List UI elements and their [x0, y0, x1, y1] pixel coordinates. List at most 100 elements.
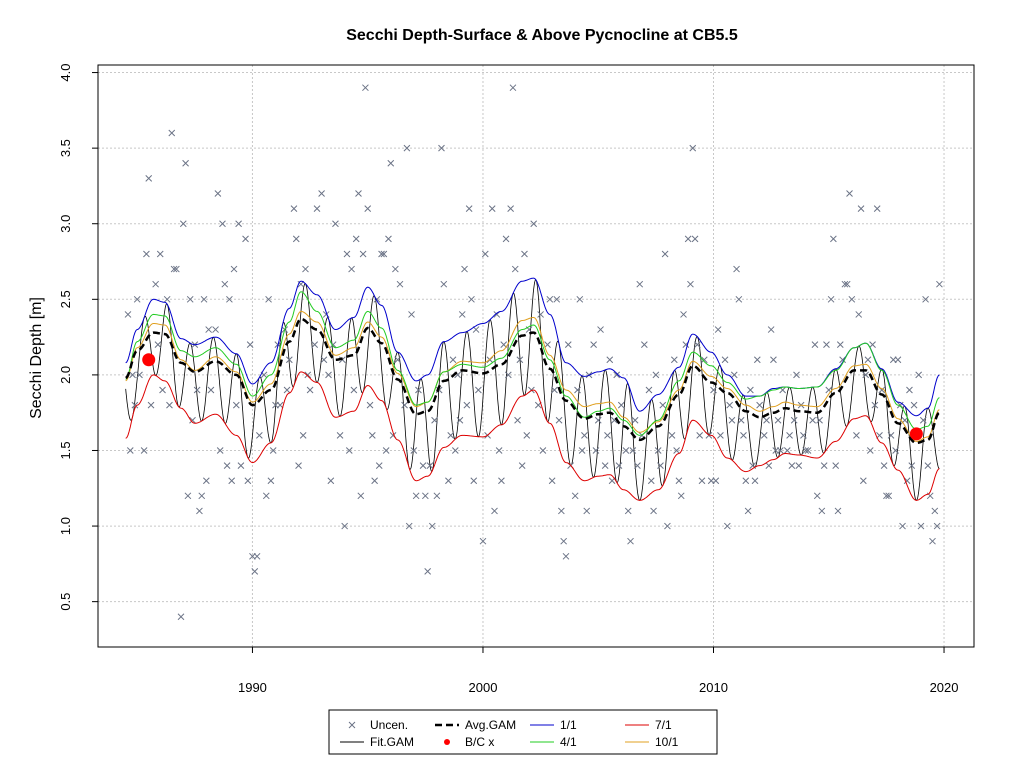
uncensored-point: [710, 386, 717, 394]
uncensored-point: [375, 462, 383, 469]
legend-swatch: [444, 739, 450, 745]
uncensored-point: [419, 462, 427, 469]
uncensored-point: [385, 235, 392, 243]
legend-item-7-1: 7/1: [625, 718, 672, 732]
uncensored-point: [624, 507, 632, 515]
uncensored-point: [382, 447, 390, 454]
uncensored-point: [343, 250, 351, 258]
uncensored-point: [226, 295, 233, 303]
chart-title: Secchi Depth-Surface & Above Pycnocline …: [346, 27, 738, 44]
uncensored-point: [627, 537, 634, 545]
y-tick-label: 2.0: [58, 366, 73, 384]
uncensored-point: [378, 250, 385, 258]
uncensored-point: [193, 386, 201, 394]
uncensored-point: [859, 477, 867, 485]
uncensored-point: [262, 492, 270, 500]
legend-item-b-c-x: B/C x: [444, 735, 494, 749]
uncensored-point: [763, 416, 770, 424]
uncensored-point: [786, 432, 793, 439]
uncensored-point: [392, 265, 399, 273]
uncensored-point: [839, 356, 846, 364]
uncensored-point: [723, 522, 731, 530]
uncensored-point: [133, 295, 141, 303]
curve-4-1: [125, 291, 940, 436]
uncensored-point: [894, 356, 902, 364]
legend-item-10-1: 10/1: [625, 735, 679, 749]
uncensored-point: [936, 280, 943, 288]
uncensored-point: [230, 265, 238, 273]
uncensored-point: [896, 401, 904, 409]
uncensored-point: [408, 311, 415, 318]
plot-frame: [97, 64, 975, 648]
uncensored-point: [908, 462, 916, 469]
uncensored-point: [426, 462, 434, 469]
uncensored-point: [774, 416, 782, 424]
uncensored-point: [129, 371, 136, 379]
uncensored-point: [571, 492, 579, 500]
legend-item-fit-gam: Fit.GAM: [340, 735, 414, 749]
uncensored-point: [820, 462, 828, 469]
uncensored-point: [714, 326, 722, 333]
uncensored-point: [276, 401, 284, 409]
uncensored-point: [560, 537, 568, 545]
uncensored-point: [811, 341, 819, 349]
uncensored-point: [145, 175, 153, 182]
legend-box: [328, 709, 718, 755]
uncensored-point: [295, 462, 302, 469]
grid-lines: [98, 65, 974, 647]
uncensored-point: [717, 432, 724, 439]
uncensored-point: [352, 235, 360, 243]
uncensored-point: [184, 492, 192, 500]
uncensored-point: [246, 341, 254, 349]
uncensored-point: [843, 280, 851, 288]
uncensored-point: [756, 401, 763, 409]
uncensored-point: [883, 492, 890, 500]
fit-gam-series: [125, 279, 940, 501]
uncensored-point: [182, 159, 189, 167]
uncensored-point: [327, 477, 335, 485]
uncensored-point: [677, 492, 685, 500]
uncensored-point: [606, 356, 614, 364]
uncensored-point: [721, 356, 729, 364]
uncensored-point: [465, 205, 473, 212]
uncensored-point: [431, 416, 438, 424]
uncensored-point: [235, 220, 242, 228]
uncensored-point: [673, 447, 680, 454]
uncensored-point: [424, 568, 432, 575]
uncensored-point: [461, 265, 468, 273]
uncensored-point: [332, 220, 339, 228]
uncensored-point: [292, 235, 300, 243]
uncensored-point: [140, 447, 148, 454]
uncensored-point: [659, 401, 667, 409]
curve-10-1: [125, 310, 940, 442]
uncensored-point: [256, 432, 263, 439]
uncensored-point: [451, 447, 459, 454]
uncensored-point: [159, 386, 166, 394]
x-tick-label: 2010: [699, 680, 728, 695]
uncensored-point: [869, 341, 876, 349]
uncensored-point: [366, 401, 374, 409]
uncensored-point: [156, 250, 164, 258]
uncensored-point: [675, 477, 683, 485]
uncensored-point: [283, 386, 291, 394]
uncensored-point: [562, 552, 570, 560]
uncensored-point: [488, 205, 496, 212]
uncensored-point: [322, 311, 330, 318]
uncensored-point: [726, 401, 733, 409]
uncensored-point: [516, 356, 524, 364]
uncensored-point: [207, 386, 215, 394]
uncensored-point: [647, 477, 655, 485]
uncensored-point: [823, 341, 830, 349]
uncensored-point: [154, 341, 162, 349]
uncensored-point: [617, 401, 625, 409]
uncensored-point: [613, 371, 621, 379]
uncensored-point: [147, 401, 155, 409]
uncensored-point: [219, 220, 226, 228]
uncensored-point: [348, 265, 355, 273]
uncensored-point: [435, 386, 443, 394]
uncensored-point: [345, 447, 353, 454]
uncensored-point: [737, 416, 745, 424]
uncensored-point: [251, 568, 259, 575]
bc-x-point: [909, 427, 923, 441]
